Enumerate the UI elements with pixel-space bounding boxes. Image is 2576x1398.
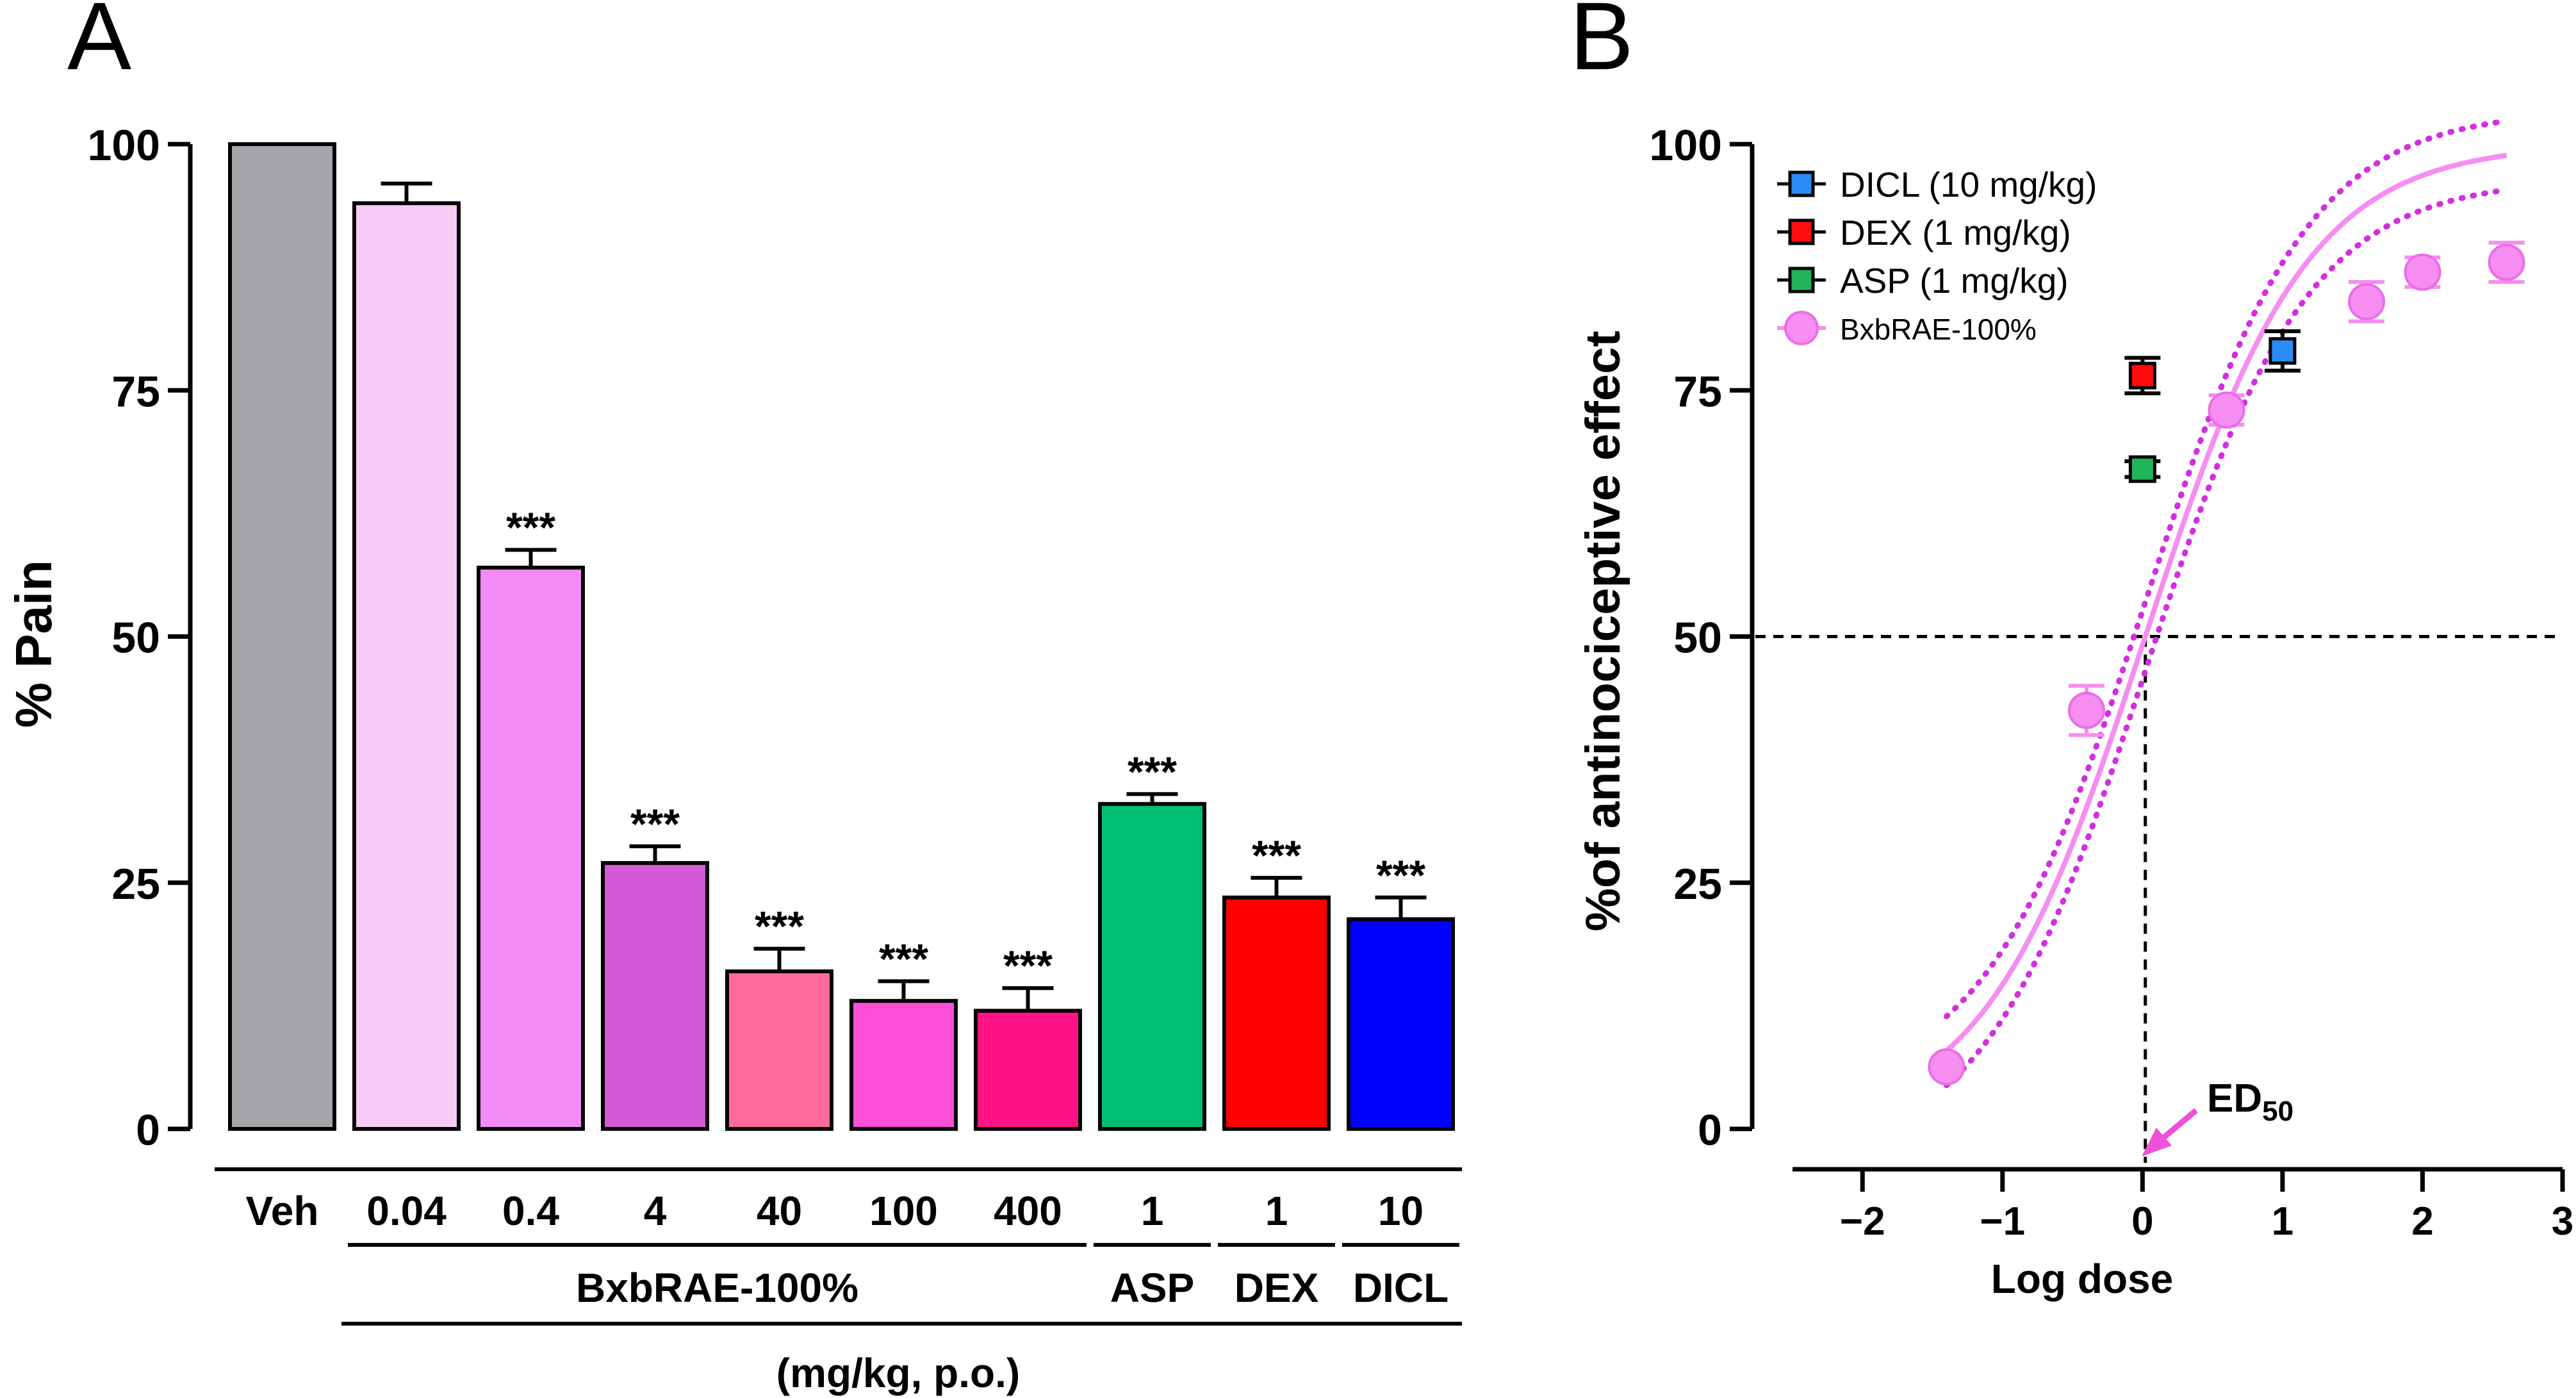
y-tick-label-25: 25 [111, 860, 160, 909]
y-tick-label-100: 100 [88, 121, 160, 170]
legend-marker-0 [1788, 170, 1815, 197]
group-label-1: ASP [1110, 1265, 1195, 1311]
panel-b-y-axis-label: %of antinociceptive effect [1576, 331, 1630, 932]
group-label-0: BxbRAE-100% [576, 1265, 858, 1311]
b-y-tick-label-0: 0 [1698, 1106, 1722, 1155]
legend-marker-2 [1788, 267, 1815, 293]
b-y-tick-label-50: 50 [1673, 614, 1722, 662]
significance-9: *** [1376, 851, 1425, 899]
significance-7: *** [1128, 748, 1177, 795]
x-tick-label-7: 1 [1141, 1188, 1164, 1234]
panel-b-confidence-band [1943, 118, 2510, 1089]
ed50-label: ED [2207, 1076, 2262, 1121]
bar-1 [352, 201, 461, 1131]
x-tick-label-0: Veh [246, 1188, 319, 1234]
legend-label-3: BxbRAE-100% [1840, 313, 2037, 346]
bar-7 [1098, 802, 1206, 1131]
significance-6: *** [1003, 942, 1053, 989]
b-x-tick-label-1: −1 [1980, 1199, 2025, 1244]
panel-b-x-axis-label: Log dose [1991, 1256, 2173, 1302]
bar-3 [601, 861, 709, 1131]
point-3-0 [1928, 1048, 1965, 1086]
panel-b-ed50-annotation: ED50 [2142, 1076, 2293, 1156]
svg-text:ED50: ED50 [2207, 1076, 2293, 1127]
panel-a-group-brackets: BxbRAE-100% ASP DEX DICL [348, 1243, 1459, 1311]
b-x-tick-label-5: 3 [2552, 1199, 2573, 1244]
group-label-2: DEX [1235, 1265, 1319, 1311]
panel-a-letter: A [67, 0, 131, 90]
b-y-tick-label-100: 100 [1650, 121, 1722, 170]
panel-a-bars: *** *** *** *** *** *** *** *** [228, 142, 1455, 1131]
bar-0 [228, 142, 336, 1131]
ci-upper-curve [1943, 118, 2510, 1019]
x-tick-label-6: 400 [994, 1188, 1062, 1234]
panel-a-unit-caption: (mg/kg, p.o.) [776, 1350, 1020, 1396]
b-y-tick-label-75: 75 [1673, 367, 1722, 416]
point-3-4 [2404, 253, 2441, 291]
panel-b-legend: DICL (10 mg/kg) DEX (1 mg/kg) ASP (1 mg/kg… [1777, 165, 2097, 346]
point-3-3 [2348, 283, 2386, 320]
bar-6 [974, 1008, 1082, 1131]
x-tick-label-3: 4 [644, 1188, 667, 1234]
b-x-tick-label-0: −2 [1840, 1199, 1885, 1244]
panel-b-data-points [1928, 240, 2525, 1086]
significance-2: *** [506, 504, 555, 551]
point-0-0 [2268, 337, 2297, 365]
point-3-5 [2488, 243, 2525, 281]
b-y-tick-label-25: 25 [1673, 860, 1722, 909]
point-3-2 [2208, 391, 2245, 429]
point-3-1 [2067, 691, 2105, 729]
legend-marker-3 [1784, 311, 1819, 345]
y-tick-label-50: 50 [111, 614, 160, 662]
legend-marker-1 [1788, 218, 1815, 245]
significance-5: *** [879, 935, 928, 982]
bar-5 [849, 999, 958, 1131]
ed50-arrow-head [2142, 1128, 2172, 1156]
bar-9 [1347, 917, 1455, 1131]
y-tick-label-75: 75 [111, 367, 160, 416]
x-tick-label-8: 1 [1265, 1188, 1288, 1234]
y-tick-label-0: 0 [136, 1106, 160, 1155]
x-tick-label-1: 0.04 [366, 1188, 447, 1234]
panel-a-x-tick-labels: Veh 0.04 0.4 4 40 100 400 1 1 10 [246, 1188, 1424, 1234]
b-x-tick-label-3: 1 [2272, 1199, 2293, 1244]
panel-a-y-ticks: 0 25 50 75 100 [88, 121, 190, 1155]
panel-b-x-ticks: −2 −1 0 1 2 3 [1840, 1169, 2573, 1244]
ed50-subscript: 50 [2262, 1096, 2293, 1127]
point-1-0 [2128, 361, 2156, 390]
bar-4 [725, 969, 833, 1131]
group-label-3: DICL [1353, 1265, 1448, 1311]
bar-8 [1222, 895, 1331, 1131]
b-x-tick-label-4: 2 [2411, 1199, 2433, 1244]
point-2-0 [2128, 455, 2156, 483]
panel-b-letter: B [1570, 0, 1634, 90]
b-x-tick-label-2: 0 [2131, 1199, 2153, 1244]
bar-2 [477, 565, 585, 1131]
x-tick-label-5: 100 [869, 1188, 938, 1234]
panel-b: B %of antinociceptive effect Log dose 0 2… [1570, 0, 2573, 1302]
significance-8: *** [1252, 832, 1301, 879]
panel-b-y-ticks: 0 25 50 75 100 [1650, 121, 1752, 1155]
x-tick-label-9: 10 [1378, 1188, 1423, 1234]
ci-lower-curve [1943, 186, 2510, 1089]
legend-label-0: DICL (10 mg/kg) [1840, 165, 2097, 204]
legend-label-2: ASP (1 mg/kg) [1840, 261, 2069, 300]
panel-b-reference-lines [1755, 635, 2563, 1163]
x-tick-label-2: 0.4 [502, 1188, 559, 1234]
legend-label-1: DEX (1 mg/kg) [1840, 213, 2071, 252]
significance-3: *** [630, 800, 680, 848]
panel-a-y-axis-label: % Pain [5, 560, 62, 728]
significance-4: *** [755, 903, 804, 950]
x-tick-label-4: 40 [757, 1188, 802, 1234]
